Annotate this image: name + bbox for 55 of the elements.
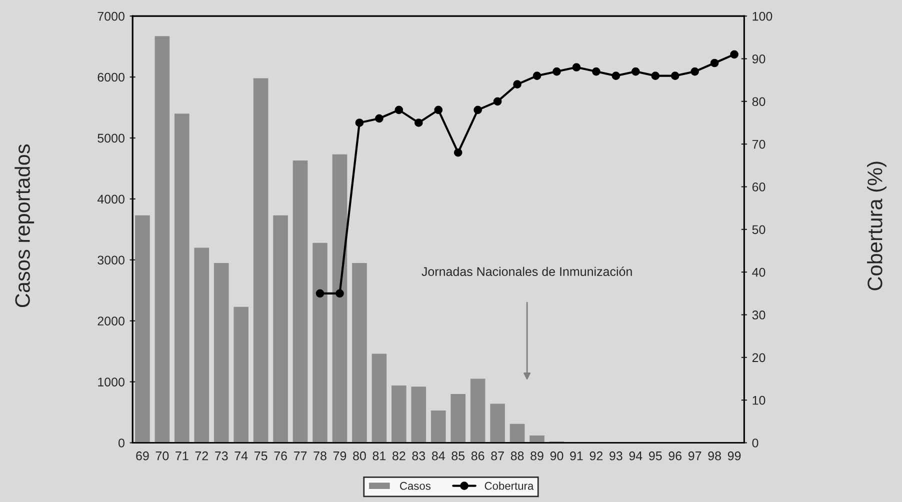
y-tick-label: 2000 (98, 316, 124, 326)
y-tick-label: 6000 (98, 72, 124, 82)
legend-label: Cobertura (484, 482, 534, 490)
x-tick-label: 91 (570, 451, 583, 460)
y2-tick-label: 80 (752, 97, 766, 106)
x-tick-label: 84 (432, 451, 445, 460)
y2-tick-label: 10 (752, 396, 766, 405)
y2-tick-label: 30 (752, 310, 766, 320)
annotation: Jornadas Nacionales de Inmunización (422, 266, 632, 276)
y-tick-label: 5000 (98, 134, 124, 143)
x-tick-label: 81 (372, 451, 386, 460)
x-tick-label: 76 (274, 451, 287, 460)
y2-tick-label: 70 (752, 140, 766, 149)
x-tick-label: 69 (136, 451, 149, 460)
x-tick-label: 88 (510, 451, 524, 460)
y2-tick-label: 50 (752, 225, 766, 234)
legend-label: Casos (400, 482, 431, 490)
y-axis-title: Casos reportados (14, 144, 34, 308)
x-tick-label: 80 (353, 451, 366, 460)
x-tick-label: 92 (590, 451, 603, 460)
x-tick-label: 99 (728, 451, 741, 460)
y-tick-label: 1000 (98, 378, 124, 386)
x-tick-label: 98 (708, 451, 721, 460)
x-tick-label: 90 (550, 451, 564, 460)
x-tick-label: 94 (629, 451, 642, 460)
y-tick-label: 4000 (97, 194, 124, 204)
y2-tick-label: 90 (752, 54, 766, 64)
y2-axis-title: Cobertura (%) (867, 162, 886, 290)
x-tick-label: 83 (412, 451, 426, 460)
x-tick-label: 82 (392, 451, 406, 460)
x-tick-label: 86 (471, 451, 484, 460)
x-tick-label: 71 (176, 452, 188, 460)
x-tick-label: 78 (314, 451, 326, 460)
y-tick-label: 0 (118, 438, 124, 448)
x-tick-label: 75 (254, 452, 268, 460)
y-tick-label: 7000 (98, 12, 124, 21)
x-tick-label: 97 (688, 451, 702, 460)
x-tick-label: 85 (452, 451, 465, 460)
x-tick-label: 77 (294, 452, 307, 460)
x-tick-label: 96 (668, 451, 682, 460)
x-tick-label: 87 (491, 451, 504, 460)
y2-tick-label: 100 (752, 12, 772, 21)
y2-tick-label: 40 (752, 268, 766, 277)
y-tick-label: 3000 (98, 256, 124, 265)
x-tick-label: 93 (610, 451, 622, 460)
x-tick-label: 73 (215, 451, 228, 460)
x-tick-label: 95 (649, 451, 662, 460)
y2-tick-label: 20 (752, 353, 766, 362)
x-tick-label: 79 (333, 451, 346, 460)
y2-tick-label: 60 (752, 182, 766, 192)
x-tick-label: 70 (156, 451, 169, 460)
y2-tick-label: 0 (752, 438, 758, 448)
x-tick-label: 89 (530, 451, 544, 460)
x-tick-label: 74 (234, 452, 248, 460)
x-tick-label: 72 (195, 451, 208, 460)
